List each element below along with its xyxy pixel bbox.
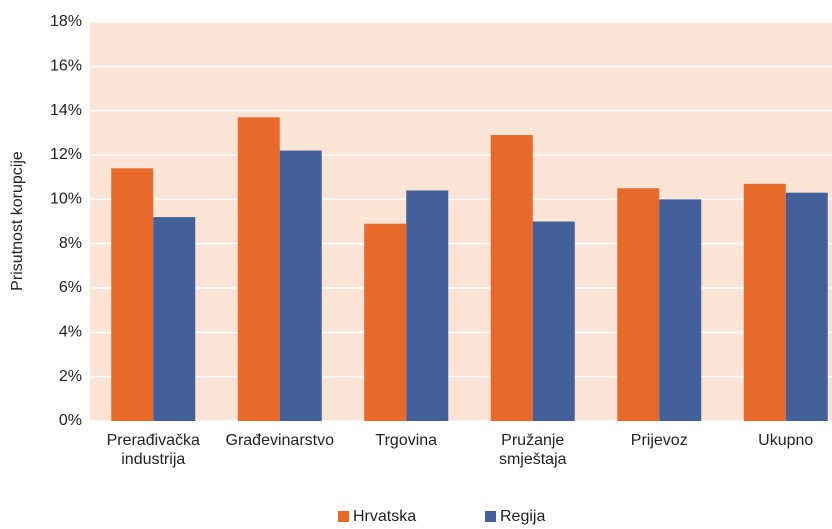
x-tick-label: Trgovina bbox=[375, 432, 437, 449]
bar bbox=[659, 199, 702, 421]
y-tick-label: 2% bbox=[59, 368, 82, 385]
bar bbox=[406, 190, 449, 421]
bar bbox=[237, 117, 280, 422]
bar bbox=[364, 223, 407, 421]
bar bbox=[532, 221, 575, 421]
bar bbox=[111, 168, 154, 421]
bar bbox=[743, 183, 786, 421]
bar bbox=[785, 192, 828, 421]
bar bbox=[490, 135, 533, 422]
y-axis-label: Prisutnost korupcije bbox=[9, 151, 26, 291]
x-tick-label: Građevinarstvo bbox=[226, 432, 335, 449]
legend-label: Regija bbox=[500, 508, 545, 525]
y-tick-label: 10% bbox=[50, 191, 82, 208]
x-tick-label: Pružanje bbox=[501, 432, 564, 449]
bar bbox=[617, 188, 660, 421]
x-tick-label: Ukupno bbox=[758, 432, 813, 449]
x-tick-label: Prerađivačka bbox=[107, 432, 200, 449]
x-tick-label: Prijevoz bbox=[631, 432, 688, 449]
y-tick-label: 8% bbox=[59, 235, 82, 252]
x-tick-label: industrija bbox=[121, 451, 185, 468]
y-tick-label: 12% bbox=[50, 146, 82, 163]
plot-background bbox=[90, 22, 832, 421]
y-tick-label: 0% bbox=[59, 412, 82, 429]
legend-swatch bbox=[485, 511, 496, 522]
y-tick-label: 14% bbox=[50, 102, 82, 119]
y-tick-label: 16% bbox=[50, 58, 82, 75]
bar bbox=[153, 217, 196, 421]
y-tick-label: 6% bbox=[59, 279, 82, 296]
y-tick-label: 4% bbox=[59, 324, 82, 341]
legend-label: Hrvatska bbox=[353, 508, 416, 525]
legend-swatch bbox=[338, 511, 349, 522]
x-tick-label: smještaja bbox=[499, 451, 567, 468]
bar bbox=[279, 150, 322, 422]
y-tick-label: 18% bbox=[50, 13, 82, 30]
